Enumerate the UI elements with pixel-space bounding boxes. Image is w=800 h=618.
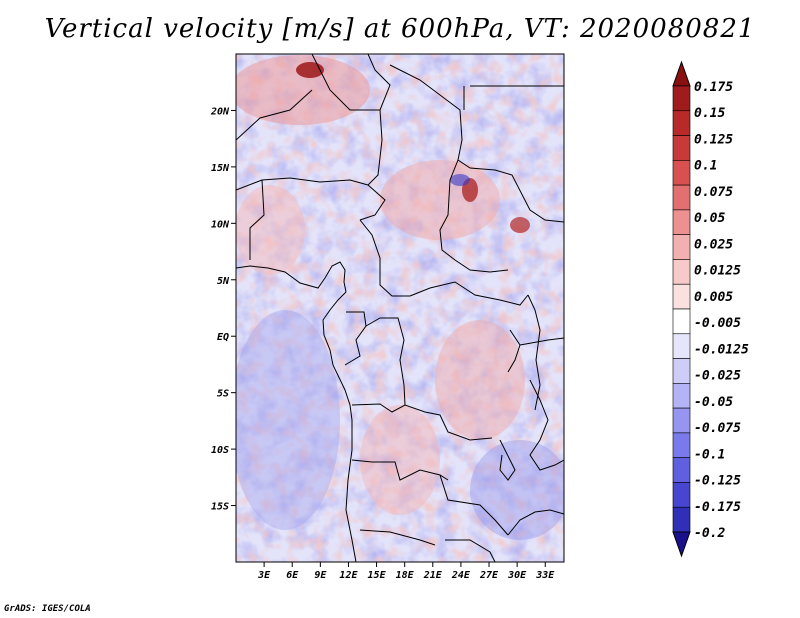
colorbar-label: -0.005 <box>694 316 741 331</box>
lon-tick-label: 9E <box>314 570 327 581</box>
colorbar-label: -0.05 <box>694 395 733 410</box>
map-frame <box>235 53 565 563</box>
colorbar-label: 0.025 <box>694 237 733 252</box>
colorbar-segment <box>672 308 691 335</box>
colorbar-segment <box>672 383 691 409</box>
colorbar-label: -0.075 <box>694 421 741 436</box>
colorbar-label: 0.005 <box>694 290 733 305</box>
colorbar-segment <box>672 160 691 186</box>
lon-tick-label: 12E <box>339 570 358 581</box>
colorbar-label: 0.175 <box>694 80 733 95</box>
colorbar-label: -0.0125 <box>694 342 749 357</box>
colorbar-segment <box>672 358 691 384</box>
colorbar-segment <box>672 110 691 136</box>
lon-tick-label: 15E <box>368 570 387 581</box>
colorbar-min-arrow <box>672 531 691 558</box>
colorbar-label: 0.15 <box>694 106 725 121</box>
colorbar-max-arrow <box>672 60 691 87</box>
colorbar: 0.175 0.15 0.125 0.1 0.075 0.05 0.025 0.0125 0.0… <box>672 60 749 558</box>
colorbar-label: -0.025 <box>694 369 741 384</box>
colorbar-segment <box>672 184 691 211</box>
lon-tick-label: 3E <box>257 570 271 581</box>
longitude-axis: 3E 6E 9E 12E 15E 18E 21E 24E 27E 30E 33E <box>257 562 555 581</box>
colorbar-segment <box>672 209 691 235</box>
lon-tick-label: 21E <box>423 570 443 581</box>
country-borders <box>236 54 564 562</box>
colorbar-segment <box>672 283 691 310</box>
colorbar-label: 0.1 <box>694 159 717 174</box>
lat-tick-label: 15N <box>211 163 230 174</box>
latitude-axis: 20N 15N 10N 5N EQ 5S 10S 15S <box>210 106 236 513</box>
lat-tick-label: 10S <box>211 445 229 456</box>
colorbar-segment <box>672 333 691 359</box>
colorbar-label: 0.125 <box>694 132 733 147</box>
lon-tick-label: 18E <box>396 570 415 581</box>
lat-tick-label: 5N <box>217 276 230 287</box>
colorbar-label: -0.2 <box>694 526 725 541</box>
colorbar-segment <box>672 457 691 483</box>
lon-tick-label: 33E <box>535 570 555 581</box>
colorbar-segment <box>672 506 691 533</box>
colorbar-label: 0.075 <box>694 185 733 200</box>
colorbar-segment <box>672 259 691 285</box>
lon-tick-label: 30E <box>507 570 527 581</box>
colorbar-segment <box>672 85 691 112</box>
lat-tick-label: 5S <box>217 389 229 400</box>
credit-label: GrADS: IGES/COLA <box>4 604 91 614</box>
velocity-field <box>236 54 564 562</box>
lat-tick-label: 20N <box>210 106 230 117</box>
colorbar-segment <box>672 432 691 458</box>
colorbar-label: -0.1 <box>694 447 725 462</box>
colorbar-label: 0.0125 <box>694 264 741 279</box>
lat-tick-label: 15S <box>211 502 229 513</box>
lon-tick-label: 6E <box>286 570 299 581</box>
colorbar-segment <box>672 234 691 260</box>
colorbar-label: -0.125 <box>694 474 741 489</box>
colorbar-label: -0.175 <box>694 500 741 515</box>
chart-title: Vertical velocity [m/s] at 600hPa, VT: 2… <box>44 14 756 44</box>
lon-tick-label: 24E <box>451 570 471 581</box>
colorbar-segment <box>672 135 691 161</box>
colorbar-segment <box>672 482 691 508</box>
colorbar-label: 0.05 <box>694 211 725 226</box>
lat-tick-label: EQ <box>217 332 229 343</box>
lon-tick-label: 27E <box>479 570 499 581</box>
colorbar-segment <box>672 407 691 434</box>
lat-tick-label: 10N <box>211 219 230 230</box>
